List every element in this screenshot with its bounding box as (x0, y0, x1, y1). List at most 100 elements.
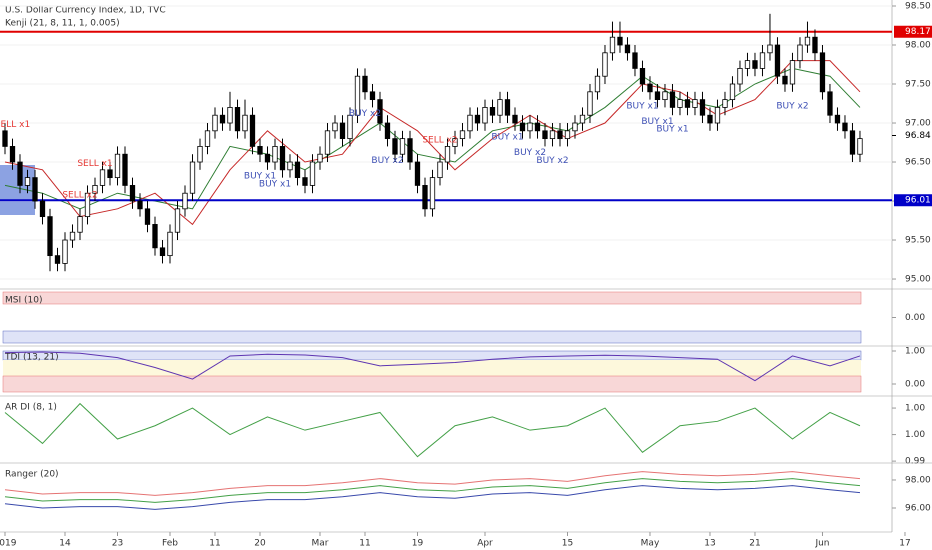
candle-body (572, 122, 578, 132)
candle-body (212, 114, 218, 132)
candle-body (722, 99, 728, 108)
candle-body (834, 114, 841, 124)
candle-body (159, 247, 166, 257)
y-tick-label: 1.00 (905, 404, 925, 414)
candle-body (54, 255, 61, 264)
candle-body (842, 122, 848, 132)
x-tick-label: 20 (254, 539, 266, 549)
candle-body (587, 91, 593, 116)
y-tick-label: 98.00 (905, 475, 931, 485)
candle-body (429, 177, 436, 210)
indicator-line (4, 485, 861, 510)
signal-label: SELL x1 (0, 120, 30, 130)
candle-body (197, 146, 203, 163)
x-tick-label: 11 (359, 539, 370, 549)
level-label: 96.01 (905, 196, 931, 206)
y-tick-label: 97.00 (905, 119, 931, 129)
candle-body (744, 60, 751, 69)
y-tick-label: 0.00 (905, 313, 925, 323)
candle-body (84, 192, 91, 218)
x-tick-label: 2019 (0, 539, 17, 549)
signal-label: SELL x2 (422, 136, 457, 146)
candle-body (617, 36, 623, 46)
candle-body (714, 107, 721, 124)
candle-body (332, 122, 338, 132)
candle-body (257, 146, 263, 155)
panel-title: Ranger (20) (5, 470, 59, 480)
signal-label: BUY x1 (259, 179, 291, 189)
candle-body (677, 99, 683, 108)
candle-body (249, 114, 256, 147)
signal-label: BUY x2 (536, 156, 568, 166)
indicator-line (4, 471, 861, 496)
candle-body (99, 169, 106, 186)
indicator-line (4, 351, 861, 382)
y-tick-label: 95.50 (905, 236, 931, 246)
candle-body (759, 52, 766, 69)
candle-body (242, 114, 248, 132)
candle-body (182, 192, 188, 210)
candle-body (384, 122, 391, 140)
x-tick-label: 13 (704, 539, 715, 549)
candle-body (609, 36, 616, 54)
candle-body (234, 107, 241, 132)
signal-label: BUY x1 (656, 125, 688, 135)
candle-body (167, 231, 173, 257)
candle-body (624, 44, 631, 54)
indicator-line (4, 402, 861, 458)
candle-body (362, 75, 368, 93)
x-tick-label: 11 (209, 539, 220, 549)
level-tag (894, 25, 932, 38)
x-tick-label: 17 (899, 539, 910, 549)
msi-band-high (2, 291, 862, 305)
candle-body (512, 114, 518, 124)
candle-body (347, 114, 353, 140)
candle-body (279, 146, 286, 171)
panel-title: TDI (13, 21) (4, 353, 59, 363)
candle-body (2, 130, 8, 147)
candle-body (654, 91, 661, 101)
candle-body (272, 146, 278, 163)
indicator-line (4, 478, 861, 503)
candle-body (287, 161, 293, 171)
x-tick-label: 19 (412, 539, 424, 549)
y-tick-label: 0.00 (905, 380, 925, 390)
candle-body (144, 208, 151, 225)
y-tick-label: 96.50 (905, 158, 931, 168)
candle-body (782, 75, 788, 85)
candle-body (189, 161, 196, 194)
candle-body (849, 130, 856, 155)
candle-body (737, 68, 743, 85)
candle-body (579, 114, 586, 124)
candle-body (789, 60, 796, 85)
candle-body (414, 161, 421, 186)
candle-body (662, 91, 668, 101)
candle-body (437, 161, 443, 179)
candle-body (497, 99, 503, 116)
candle-body (827, 91, 833, 116)
candle-body (264, 153, 271, 163)
x-tick-label: May (641, 539, 660, 549)
indicator-title: Kenji (21, 8, 11, 1, 0.005) (5, 19, 120, 29)
x-tick-label: 23 (112, 539, 123, 549)
candle-body (729, 83, 736, 101)
candle-body (122, 153, 128, 186)
x-tick-label: Feb (162, 539, 178, 549)
candle-body (392, 138, 398, 155)
candle-body (47, 216, 53, 257)
candle-body (324, 130, 331, 155)
signal-label: BUY x1 (641, 117, 673, 127)
candle-body (752, 60, 758, 69)
candle-body (107, 169, 113, 179)
candle-body (669, 91, 676, 108)
candle-body (557, 130, 563, 140)
candle-body (114, 153, 121, 179)
candle-body (527, 122, 533, 132)
candle-body (819, 52, 826, 93)
panel-title: AR DI (8, 1) (5, 403, 57, 413)
candle-body (459, 130, 466, 140)
msi-band-low (2, 330, 862, 344)
candle-body (369, 91, 376, 101)
candle-body (632, 52, 638, 69)
